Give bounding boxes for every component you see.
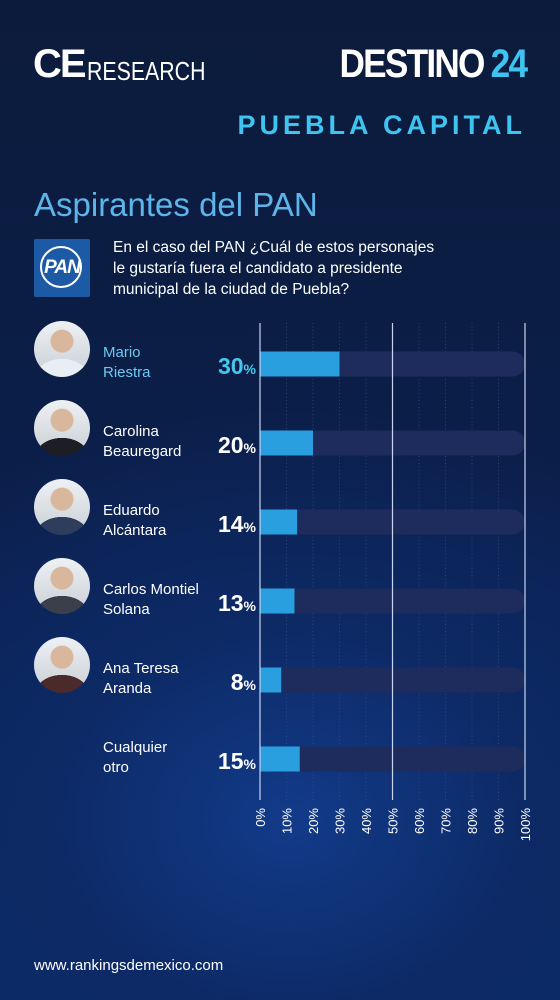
tick-label: 80%: [465, 808, 480, 834]
candidate-name-line: Mario: [103, 344, 141, 361]
candidate-photo: [34, 479, 90, 535]
candidate-name-line: Ana Teresa: [103, 660, 179, 677]
candidate-name-line: Cualquier: [103, 739, 168, 756]
tick-label: 0%: [253, 808, 268, 827]
candidate-name: Ana Teresa Aranda: [103, 659, 213, 699]
tick-label: 70%: [439, 808, 454, 834]
candidate-name-line: Solana: [103, 601, 150, 618]
pan-logo-text: PAN: [44, 257, 81, 278]
value-unit: %: [243, 519, 256, 535]
value-label: 8%: [206, 671, 256, 694]
bar: [260, 351, 340, 377]
bar: [260, 667, 282, 693]
destino-word: DESTINO: [339, 42, 485, 86]
tick-label: 30%: [333, 808, 348, 834]
tick-label: 100%: [518, 808, 533, 842]
brand-research: RESEARCH: [86, 56, 206, 86]
value-number: 30: [217, 353, 244, 379]
candidate-name-line: Alcántara: [103, 522, 167, 539]
bar: [260, 746, 300, 772]
destino-number: 24: [490, 42, 527, 86]
section-title: Aspirantes del PAN: [34, 186, 318, 223]
tick-label: 40%: [359, 808, 374, 834]
candidate-photo: [34, 637, 90, 693]
candidate-name-line: Aranda: [103, 680, 152, 697]
value-label: 30%: [206, 355, 256, 378]
candidate-photo: [34, 321, 90, 377]
ce-research-logo: CE RESEARCH: [33, 44, 231, 84]
candidate-name: Carlos Montiel Solana: [103, 580, 213, 620]
candidate-name-line: Beauregard: [103, 443, 182, 460]
pan-logo: PAN: [34, 239, 90, 297]
candidate-name-line: Riestra: [103, 364, 151, 381]
candidate-photo: [34, 400, 90, 456]
pan-logo-ring: [40, 246, 82, 288]
candidate-name: Mario Riestra: [103, 343, 213, 383]
bar: [260, 509, 298, 535]
survey-question: En el caso del PAN ¿Cuál de estos person…: [113, 239, 435, 298]
tick-label: 10%: [280, 808, 295, 834]
candidate-name: Eduardo Alcántara: [103, 501, 213, 541]
value-unit: %: [243, 756, 256, 772]
value-label: 13%: [206, 592, 256, 615]
value-number: 14: [217, 511, 244, 537]
candidate-name-line: Carolina: [103, 423, 159, 440]
value-unit: %: [243, 677, 256, 693]
value-number: 13: [217, 590, 244, 616]
value-number: 8: [230, 669, 244, 695]
destino-24-logo: DESTINO 24: [339, 42, 528, 86]
tick-label: 50%: [386, 808, 401, 834]
footer-url: www.rankingsdemexico.com: [34, 957, 224, 974]
tick-label: 90%: [492, 808, 507, 834]
candidate-name-line: Carlos Montiel: [103, 581, 199, 598]
value-number: 15: [217, 748, 244, 774]
tick-label: 60%: [412, 808, 427, 834]
value-unit: %: [243, 440, 256, 456]
value-label: 15%: [206, 750, 256, 773]
candidate-name: Carolina Beauregard: [103, 422, 213, 462]
value-label: 14%: [206, 513, 256, 536]
candidate-name-line: otro: [103, 759, 129, 776]
bar: [260, 588, 295, 614]
subtitle: PUEBLA CAPITAL: [237, 110, 526, 140]
bar: [260, 430, 313, 456]
candidate-name: Cualquier otro: [103, 738, 213, 778]
value-unit: %: [243, 361, 256, 377]
tick-label: 20%: [306, 808, 321, 834]
candidate-name-line: Eduardo: [103, 502, 160, 519]
value-number: 20: [217, 432, 244, 458]
candidate-photo: [34, 558, 90, 614]
value-label: 20%: [206, 434, 256, 457]
value-unit: %: [243, 598, 256, 614]
brand-ce: CE: [33, 42, 87, 86]
